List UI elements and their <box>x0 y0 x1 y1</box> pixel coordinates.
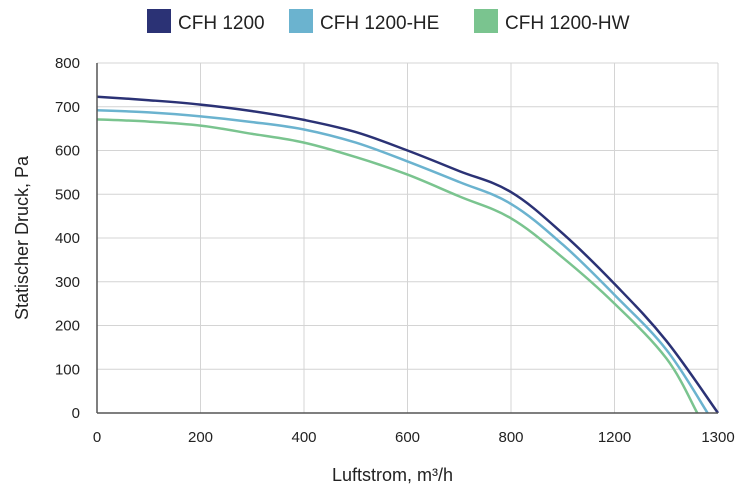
legend-label: CFH 1200 <box>178 13 265 34</box>
y-tick-label: 0 <box>72 405 80 422</box>
y-tick-label: 400 <box>55 230 80 247</box>
x-tick-label: 200 <box>188 429 213 446</box>
legend-label: CFH 1200-HW <box>505 13 630 34</box>
x-tick-label: 1200 <box>598 429 631 446</box>
legend-swatch <box>147 9 171 33</box>
x-tick-label: 800 <box>498 429 523 446</box>
y-tick-label: 200 <box>55 318 80 335</box>
x-tick-label: 1300 <box>701 429 734 446</box>
y-tick-label: 700 <box>55 99 80 116</box>
x-tick-label: 400 <box>291 429 316 446</box>
legend: CFH 1200 CFH 1200-HE CFH 1200-HW <box>147 9 630 34</box>
y-tick-label: 800 <box>55 55 80 72</box>
axes <box>96 63 718 414</box>
series-line-2 <box>96 109 709 414</box>
y-tick-label: 500 <box>55 186 80 203</box>
legend-label: CFH 1200-HE <box>320 13 439 34</box>
series-lines <box>96 95 720 414</box>
x-tick-label: 0 <box>93 429 101 446</box>
x-axis-title: Luftstrom, m³/h <box>332 465 453 485</box>
y-tick-label: 100 <box>55 361 80 378</box>
legend-swatch <box>474 9 498 33</box>
x-tick-label: 600 <box>395 429 420 446</box>
legend-swatch <box>289 9 313 33</box>
series-line-3 <box>96 118 699 414</box>
y-axis-title: Statischer Druck, Pa <box>12 155 32 320</box>
y-tick-label: 300 <box>55 274 80 291</box>
grid <box>96 62 719 414</box>
series-line-1 <box>96 95 720 414</box>
y-tick-label: 600 <box>55 143 80 160</box>
tick-labels: 0 100 200 300 400 500 600 700 800 0 200 400 600 800 12… <box>55 55 735 446</box>
